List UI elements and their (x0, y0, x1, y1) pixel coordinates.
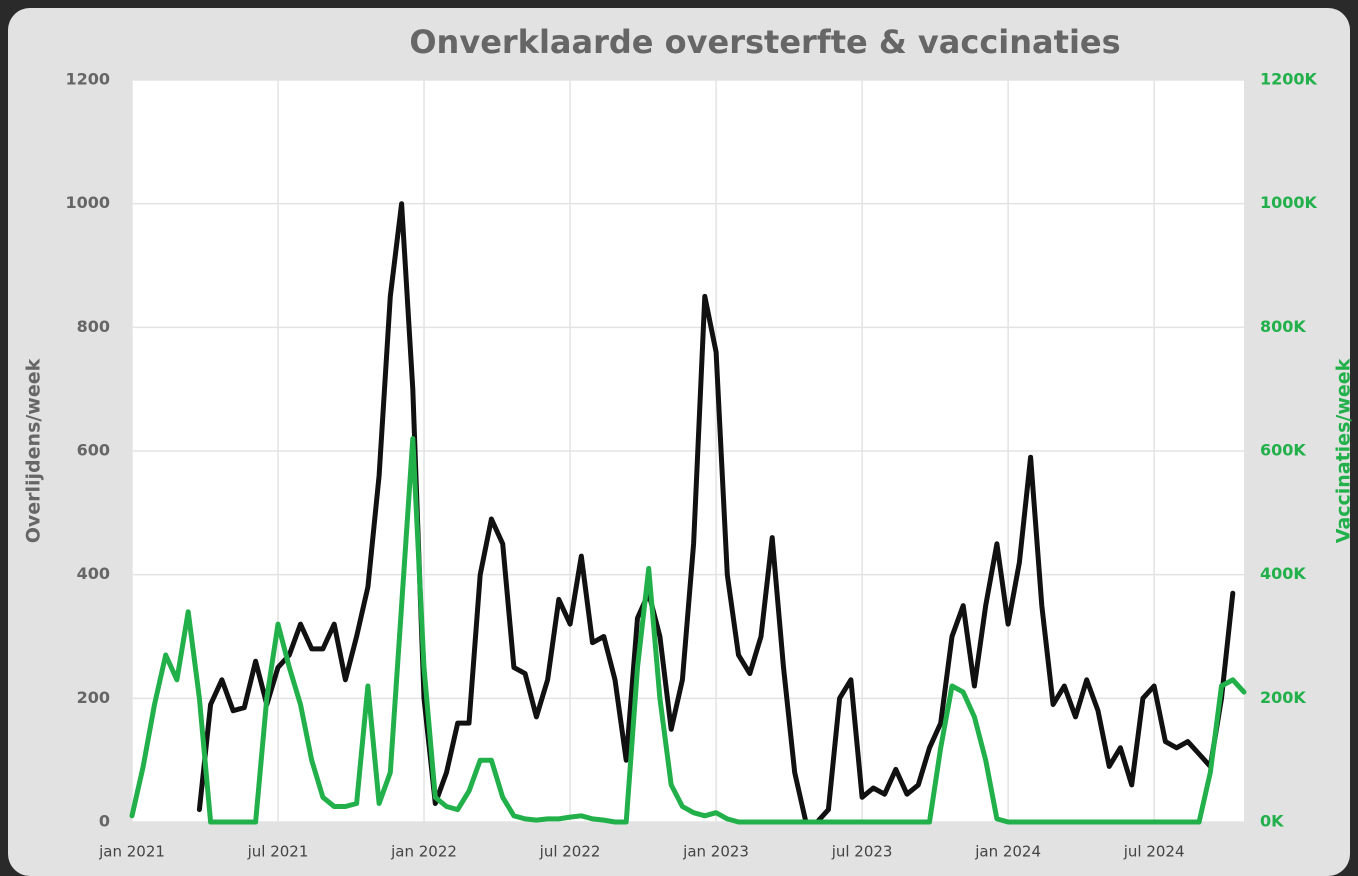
x-tick-label: jan 2023 (682, 843, 749, 861)
y2-tick-label: 600K (1260, 441, 1306, 460)
x-tick-label: jul 2023 (831, 843, 893, 861)
x-tick-label: jul 2024 (1123, 843, 1185, 861)
y-tick-label: 1000 (65, 193, 110, 212)
y2-tick-label: 1200K (1260, 70, 1318, 89)
y-tick-label: 400 (77, 564, 110, 583)
y-tick-label: 200 (77, 688, 110, 707)
y2-axis-title: Vaccinaties/week (1333, 358, 1355, 543)
chart-title: Onverklaarde oversterfte & vaccinaties (409, 23, 1120, 61)
x-tick-label: jul 2022 (539, 843, 601, 861)
x-tick-label: jan 2021 (98, 843, 165, 861)
x-tick-label: jul 2021 (247, 843, 309, 861)
y2-tick-label: 1000K (1260, 193, 1318, 212)
y-axis-title: Overlijdens/week (23, 358, 45, 543)
y-tick-label: 1200 (65, 70, 110, 89)
series-line (129, 436, 1247, 825)
series-line (196, 201, 1236, 825)
y-tick-label: 600 (77, 441, 110, 460)
x-tick-label: jan 2022 (390, 843, 457, 861)
y-tick-label: 800 (77, 317, 110, 336)
y2-tick-label: 800K (1260, 317, 1306, 336)
y2-tick-label: 400K (1260, 564, 1306, 583)
y2-tick-label: 200K (1260, 688, 1306, 707)
y2-tick-label: 0K (1260, 812, 1284, 831)
x-tick-label: jan 2024 (974, 843, 1041, 861)
y-tick-label: 0 (99, 812, 110, 831)
